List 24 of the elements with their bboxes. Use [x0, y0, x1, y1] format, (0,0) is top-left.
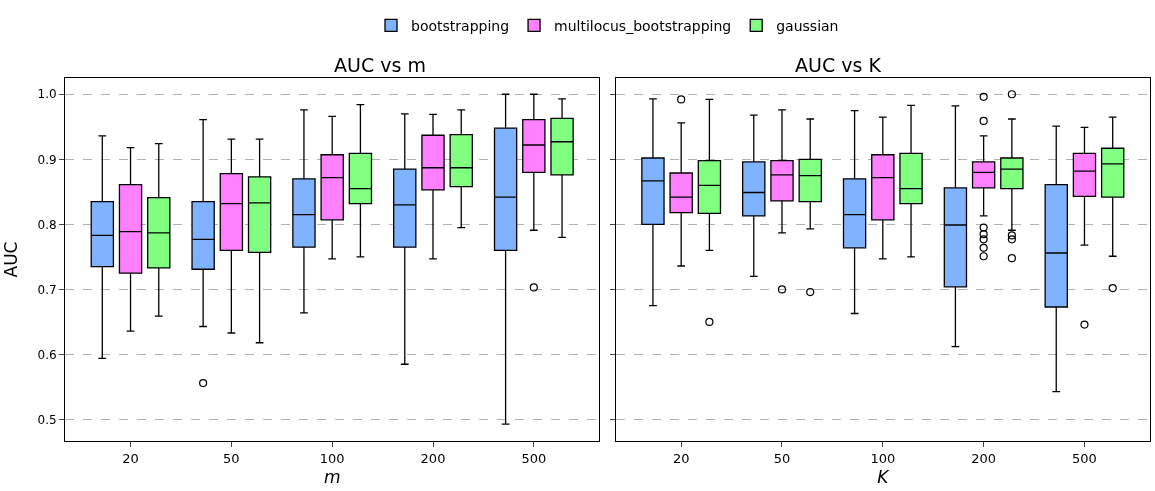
x-tick-label: 100: [870, 450, 896, 466]
y-tick-label: 0.9: [37, 152, 57, 167]
x-axis-title: K: [877, 467, 891, 487]
x-tick-label: 100: [319, 450, 345, 466]
x-tick-label: 20: [672, 450, 690, 466]
chart-title: AUC vs K: [795, 54, 882, 76]
x-axis-title: m: [323, 467, 341, 487]
y-tick-label: 0.5: [37, 412, 57, 427]
y-tick-label: 0.8: [37, 217, 57, 232]
legend-label: multilocus_bootstrapping: [554, 17, 732, 34]
x-tick-label: 20: [122, 450, 139, 466]
y-axis-title: AUC: [1, 241, 22, 278]
x-tick-label: 200: [420, 450, 446, 466]
x-tick-label: 200: [971, 450, 997, 466]
chart-title: AUC vs m: [334, 54, 426, 76]
legend-label: bootstrapping: [411, 17, 510, 34]
y-tick-label: 0.7: [37, 282, 57, 297]
y-tick-label: 1.0: [37, 87, 57, 102]
x-tick-label: 50: [773, 450, 791, 466]
y-tick-label: 0.6: [37, 347, 57, 362]
x-tick-label: 50: [223, 450, 240, 466]
x-tick-label: 500: [521, 450, 547, 466]
x-tick-label: 500: [1072, 450, 1097, 466]
legend-label: gaussian: [776, 17, 839, 34]
